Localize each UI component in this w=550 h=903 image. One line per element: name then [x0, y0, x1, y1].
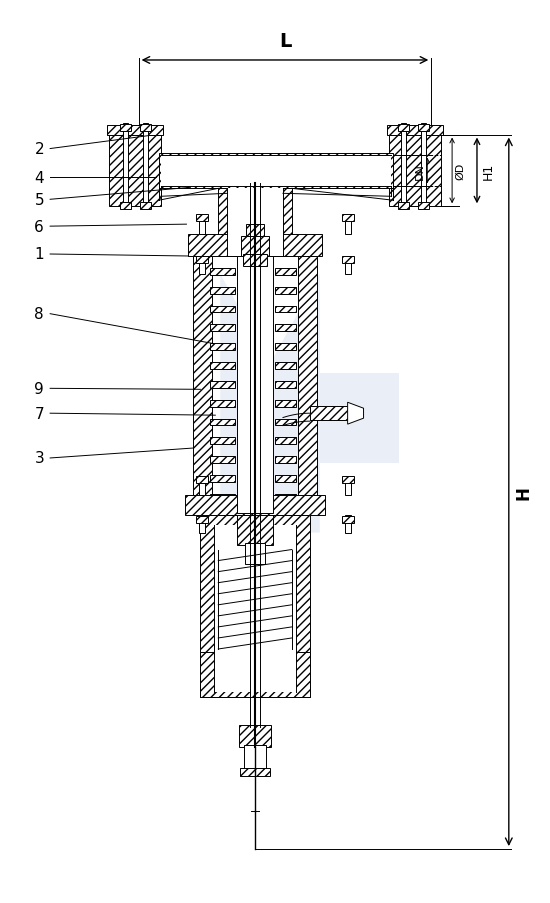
Bar: [237, 515, 273, 545]
Bar: [161, 155, 392, 187]
Bar: [189, 235, 322, 256]
Bar: [218, 189, 292, 256]
Bar: [237, 256, 273, 513]
Text: 6: 6: [34, 219, 44, 235]
Bar: [275, 344, 296, 350]
Bar: [196, 477, 208, 483]
Bar: [345, 515, 350, 533]
Bar: [200, 515, 310, 697]
Bar: [200, 256, 205, 275]
Bar: [194, 256, 212, 513]
Bar: [275, 268, 296, 275]
Bar: [227, 189, 283, 256]
Text: L: L: [279, 32, 291, 51]
Text: 9: 9: [34, 381, 44, 396]
Text: 1: 1: [35, 247, 44, 262]
Bar: [200, 652, 310, 697]
Bar: [275, 381, 296, 388]
Text: 8: 8: [35, 307, 44, 321]
Text: H1: H1: [482, 163, 495, 180]
Text: 3: 3: [34, 451, 44, 466]
Polygon shape: [348, 403, 364, 424]
Bar: [275, 438, 296, 445]
Polygon shape: [221, 275, 320, 533]
Bar: [210, 476, 235, 482]
Bar: [421, 124, 426, 209]
Bar: [210, 287, 235, 294]
Bar: [210, 344, 235, 350]
Bar: [185, 495, 324, 515]
Text: DN: DN: [415, 163, 425, 180]
Bar: [210, 494, 235, 501]
Bar: [345, 256, 350, 275]
Bar: [342, 477, 354, 483]
Bar: [200, 217, 205, 235]
Text: 2: 2: [35, 142, 44, 157]
Bar: [398, 203, 409, 210]
Bar: [342, 215, 354, 222]
Bar: [120, 203, 131, 210]
Bar: [210, 325, 235, 332]
Bar: [345, 478, 350, 495]
Bar: [140, 125, 151, 132]
Bar: [140, 203, 151, 210]
Bar: [210, 419, 235, 426]
Bar: [275, 400, 296, 407]
Bar: [398, 125, 409, 132]
Text: 7: 7: [35, 406, 44, 421]
Bar: [241, 237, 269, 256]
Bar: [244, 745, 266, 771]
Bar: [239, 725, 271, 747]
Bar: [210, 381, 235, 388]
Bar: [214, 652, 296, 692]
Bar: [418, 203, 429, 210]
Bar: [320, 374, 399, 463]
Bar: [275, 325, 296, 332]
Bar: [210, 457, 235, 463]
Bar: [342, 517, 354, 523]
Bar: [200, 478, 205, 495]
Bar: [245, 543, 265, 564]
Bar: [389, 135, 441, 207]
Bar: [120, 125, 131, 132]
Bar: [210, 400, 235, 407]
Bar: [345, 217, 350, 235]
Bar: [200, 515, 205, 533]
Bar: [240, 768, 270, 777]
Bar: [210, 268, 235, 275]
Bar: [109, 135, 161, 207]
Text: ØD: ØD: [455, 163, 465, 180]
Bar: [275, 419, 296, 426]
Bar: [210, 363, 235, 369]
Bar: [275, 287, 296, 294]
Bar: [275, 363, 296, 369]
Bar: [275, 494, 296, 501]
Text: H: H: [515, 485, 533, 499]
Bar: [107, 126, 163, 135]
Bar: [243, 255, 267, 266]
Bar: [123, 124, 128, 209]
Bar: [196, 517, 208, 523]
Bar: [298, 256, 317, 513]
Bar: [142, 124, 147, 209]
Bar: [275, 306, 296, 313]
Bar: [246, 225, 264, 237]
Bar: [210, 438, 235, 445]
Bar: [210, 306, 235, 313]
Text: 4: 4: [35, 171, 44, 186]
Bar: [196, 215, 208, 222]
Bar: [387, 126, 443, 135]
Bar: [275, 457, 296, 463]
Bar: [214, 525, 296, 652]
Bar: [418, 125, 429, 132]
Bar: [275, 476, 296, 482]
Bar: [342, 256, 354, 264]
Bar: [310, 406, 348, 421]
Bar: [196, 256, 208, 264]
Bar: [158, 154, 393, 189]
Bar: [402, 124, 406, 209]
Text: 5: 5: [35, 192, 44, 208]
